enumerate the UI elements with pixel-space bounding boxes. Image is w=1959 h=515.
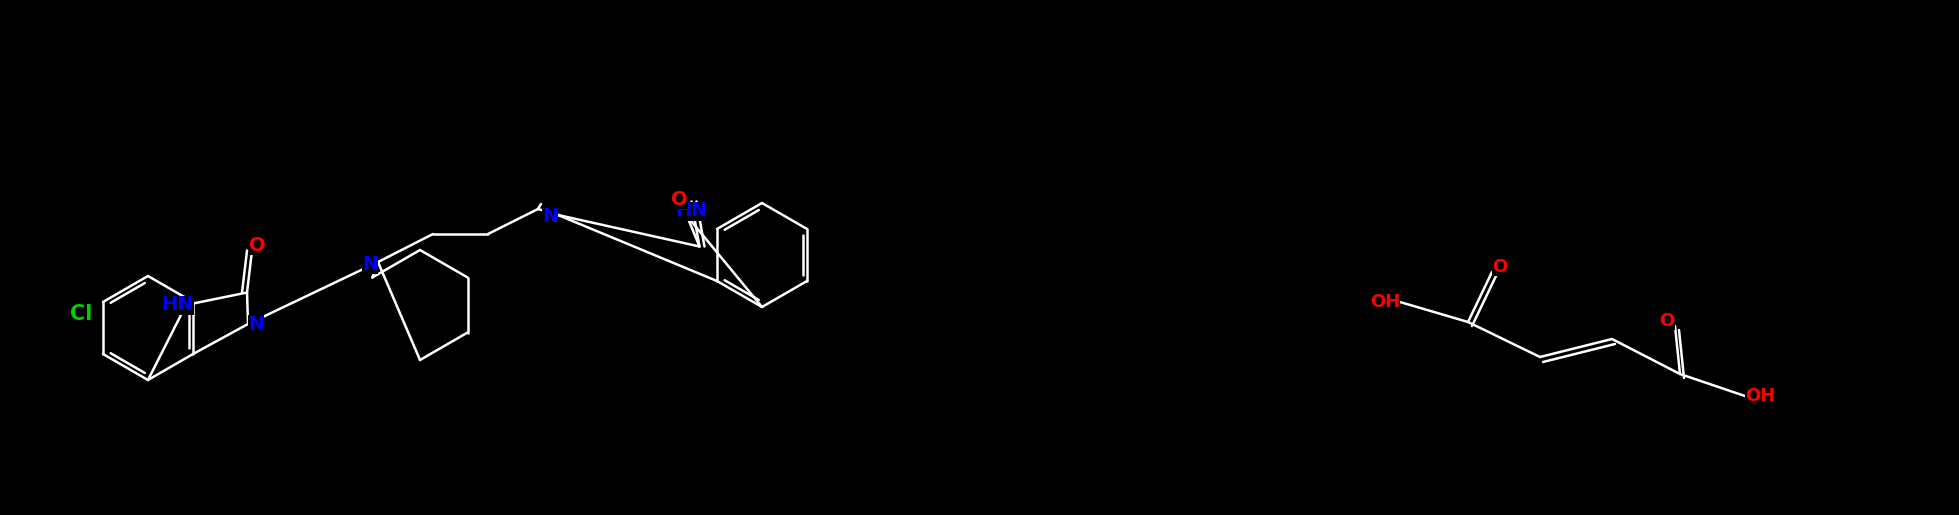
Text: Cl: Cl [71,304,92,324]
Text: O: O [1659,312,1675,330]
Text: N: N [249,315,264,334]
Text: OH: OH [1369,293,1401,311]
Text: N: N [543,208,558,227]
Text: HN: HN [163,296,194,315]
Text: HN: HN [676,201,709,220]
Text: O: O [672,190,688,209]
Text: O: O [249,236,264,255]
Text: OH: OH [1745,387,1775,405]
Text: N: N [362,254,378,273]
Text: O: O [1493,258,1508,276]
